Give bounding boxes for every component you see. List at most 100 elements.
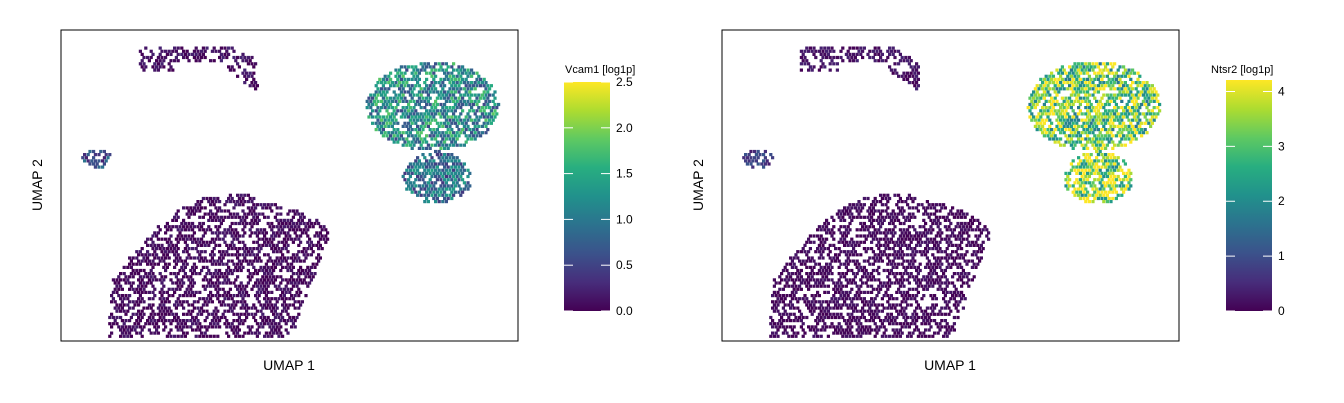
hexbin-cell	[1091, 118, 1095, 122]
hexbin-cell	[146, 55, 150, 60]
hexbin-cell	[1113, 112, 1117, 116]
hexbin-cell	[871, 250, 875, 254]
hexbin-cell	[383, 118, 387, 122]
hexbin-cell	[396, 96, 400, 100]
hexbin-cell	[850, 331, 854, 335]
hexbin-cell	[241, 265, 245, 269]
hexbin-cell	[457, 178, 461, 182]
hexbin-cell	[974, 253, 978, 257]
hexbin-cell	[938, 259, 942, 263]
hexbin-cell	[434, 131, 438, 135]
hexbin-cell	[943, 281, 947, 285]
hexbin-cell	[376, 87, 380, 91]
hexbin-cell	[771, 306, 775, 310]
hexbin-cell	[239, 294, 243, 298]
hexbin-cell	[1145, 81, 1149, 85]
hexbin-cell	[230, 234, 234, 238]
hexbin-cell	[1082, 71, 1086, 75]
hexbin-cell	[862, 228, 866, 232]
hexbin-cell	[859, 328, 863, 332]
hexbin-cell	[462, 162, 466, 166]
hexbin-cell	[291, 221, 295, 226]
hexbin-cell	[812, 328, 816, 332]
hexbin-cell	[270, 272, 274, 276]
hexbin-cell	[203, 325, 207, 329]
hexbin-cell	[1122, 184, 1126, 188]
hexbin-cell	[1109, 137, 1113, 141]
hexbin-cell	[196, 319, 200, 323]
hexbin-cell	[149, 319, 153, 323]
hexbin-cell	[879, 200, 883, 204]
hexbin-cell	[232, 268, 236, 273]
hexbin-cell	[1048, 137, 1052, 141]
hexbin-cell	[1039, 115, 1043, 119]
hexbin-cell	[293, 237, 297, 241]
hexbin-cell	[142, 68, 146, 72]
hexbin-cell	[900, 275, 904, 279]
hexbin-cell	[893, 55, 897, 60]
hexbin-cell	[279, 206, 283, 210]
hexbin-cell	[223, 253, 227, 257]
hexbin-cell	[835, 212, 839, 216]
hexbin-cell	[479, 115, 483, 119]
hexbin-cell	[183, 52, 187, 56]
hexbin-cell	[115, 278, 119, 282]
hexbin-cell	[1087, 124, 1091, 128]
hexbin-cell	[785, 319, 789, 323]
hexbin-cell	[203, 212, 207, 216]
hexbin-cell	[826, 309, 830, 313]
hexbin-cell	[848, 278, 852, 282]
hexbin-cell	[945, 284, 949, 288]
hexbin-cell	[961, 212, 965, 216]
hexbin-cell	[902, 278, 906, 282]
hexbin-cell	[453, 115, 457, 119]
hexbin-cell	[1131, 106, 1135, 110]
hexbin-cell	[219, 52, 223, 56]
hexbin-cell	[895, 290, 899, 294]
hexbin-cell	[245, 77, 249, 81]
hexbin-cell	[1084, 68, 1088, 72]
hexbin-cell	[284, 221, 288, 226]
hexbin-cell	[144, 290, 148, 294]
hexbin-cell	[794, 278, 798, 282]
hexbin-cell	[1132, 71, 1136, 75]
hexbin-cell	[925, 231, 929, 235]
hexbin-cell	[1060, 96, 1064, 100]
hexbin-cell	[300, 300, 304, 304]
hexbin-cell	[144, 253, 148, 257]
hexbin-cell	[111, 315, 115, 320]
hexbin-cell	[978, 234, 982, 238]
hexbin-cell	[812, 278, 816, 282]
hexbin-cell	[1028, 109, 1032, 113]
hexbin-cell	[846, 294, 850, 298]
hexbin-cell	[390, 118, 394, 122]
hexbin-cell	[918, 250, 922, 254]
hexbin-cell	[243, 294, 247, 298]
hexbin-cell	[162, 315, 166, 320]
hexbin-cell	[273, 284, 277, 288]
hexbin-cell	[162, 259, 166, 263]
hexbin-cell	[830, 228, 834, 232]
hexbin-cell	[1104, 115, 1108, 119]
hexbin-cell	[906, 203, 910, 207]
hexbin-cell	[311, 225, 315, 229]
hexbin-cell	[180, 46, 184, 50]
hexbin-cell	[209, 278, 213, 282]
hexbin-cell	[462, 181, 466, 185]
hexbin-cell	[140, 253, 144, 257]
hexbin-cell	[214, 281, 218, 285]
hexbin-cell	[426, 162, 430, 166]
hexbin-cell	[268, 237, 272, 241]
hexbin-cell	[270, 203, 274, 207]
hexbin-cell	[882, 237, 886, 241]
hexbin-cell	[457, 128, 461, 132]
hexbin-cell	[459, 93, 463, 97]
hexbin-cell	[1059, 137, 1063, 141]
hexbin-cell	[277, 247, 281, 251]
hexbin-cell	[909, 253, 913, 257]
hexbin-cell	[453, 90, 457, 94]
hexbin-cell	[1156, 106, 1160, 110]
hexbin-cell	[146, 243, 150, 247]
hexbin-cell	[812, 52, 816, 56]
hexbin-cell	[1039, 121, 1043, 125]
